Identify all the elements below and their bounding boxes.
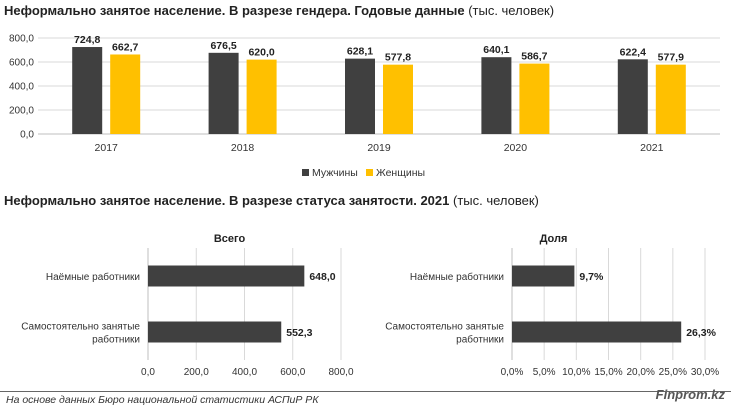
share-category-label: работники [456, 334, 504, 346]
total-bar [148, 321, 282, 343]
bottom-chart-title-bold: Неформально занятое население. В разрезе… [4, 193, 450, 208]
total-x-tick-label: 0,0 [141, 367, 155, 378]
top-chart-title-bold: Неформально занятое население. В разрезе… [4, 3, 465, 18]
total-x-tick-label: 200,0 [184, 367, 209, 378]
top-x-tick-label: 2021 [640, 142, 664, 154]
top-data-label: 622,4 [620, 46, 646, 58]
share-bar [512, 265, 575, 287]
footer-source: На основе данных Бюро национальной стати… [6, 394, 319, 406]
men-bar [208, 52, 239, 134]
share-x-tick-label: 5,0% [533, 367, 556, 378]
top-x-tick-label: 2019 [367, 142, 391, 154]
men-bar [72, 47, 103, 134]
total-category-label: работники [92, 334, 140, 346]
total-x-tick-label: 600,0 [280, 367, 305, 378]
share-category-label: Самостоятельно занятые [385, 322, 504, 333]
top-data-label: 676,5 [210, 40, 236, 52]
top-x-tick-label: 2017 [95, 142, 119, 154]
share-x-tick-label: 10,0% [562, 367, 590, 378]
top-y-tick-label: 400,0 [9, 82, 34, 93]
men-bar [345, 58, 375, 134]
top-data-label: 577,8 [385, 52, 411, 64]
footer-divider [0, 391, 731, 392]
share-x-tick-label: 25,0% [659, 367, 687, 378]
women-bar [110, 54, 141, 135]
total-data-label: 648,0 [309, 271, 335, 283]
men-bar [481, 57, 512, 134]
bottom-chart-title-unit: (тыс. человек) [452, 193, 539, 208]
share-x-tick-label: 15,0% [594, 367, 622, 378]
top-data-label: 662,7 [112, 41, 138, 53]
top-x-tick-label: 2018 [231, 142, 255, 154]
total-x-tick-label: 400,0 [232, 367, 257, 378]
total-x-tick-label: 800,0 [328, 367, 353, 378]
top-data-label: 628,1 [347, 46, 373, 58]
men-bar [617, 59, 648, 135]
legend-men-swatch [302, 169, 309, 176]
share-category-label: Наёмные работники [410, 271, 504, 283]
top-y-tick-label: 600,0 [9, 58, 34, 69]
top-x-tick-label: 2020 [504, 142, 528, 154]
top-data-label: 724,8 [74, 34, 100, 46]
total-data-label: 552,3 [286, 327, 312, 339]
top-data-label: 620,0 [248, 47, 274, 59]
total-subtitle: Всего [214, 233, 246, 245]
total-bar [148, 265, 305, 287]
share-x-tick-label: 20,0% [626, 367, 654, 378]
women-bar [519, 63, 550, 134]
women-bar [383, 64, 413, 134]
women-bar [246, 59, 277, 134]
share-bar [512, 321, 682, 343]
legend-women-swatch [366, 169, 373, 176]
total-category-label: Наёмные работники [46, 271, 140, 283]
top-y-tick-label: 0,0 [20, 130, 34, 141]
top-y-tick-label: 800,0 [9, 34, 34, 45]
share-subtitle: Доля [540, 233, 568, 245]
charts-canvas: 0,0 200,0 400,0 600,0 800,0 724,8 662,7 2017 676… [9, 34, 720, 378]
legend-women-label: Женщины [376, 167, 425, 179]
top-data-label: 577,9 [658, 52, 684, 64]
top-data-label: 640,1 [483, 44, 509, 56]
share-data-label: 26,3% [686, 327, 716, 339]
top-y-tick-label: 200,0 [9, 106, 34, 117]
footer-brand: Finprom.kz [655, 387, 725, 402]
share-x-tick-label: 0,0% [501, 367, 524, 378]
top-chart-title: Неформально занятое население. В разрезе… [4, 3, 554, 18]
share-x-tick-label: 30,0% [691, 367, 719, 378]
total-category-label: Самостоятельно занятые [21, 322, 140, 333]
top-data-label: 586,7 [521, 51, 547, 63]
top-chart-title-unit: (тыс. человек) [468, 3, 555, 18]
bottom-chart-title: Неформально занятое население. В разрезе… [4, 193, 539, 208]
share-data-label: 9,7% [579, 271, 604, 283]
women-bar [655, 64, 686, 134]
legend-men-label: Мужчины [312, 167, 358, 179]
